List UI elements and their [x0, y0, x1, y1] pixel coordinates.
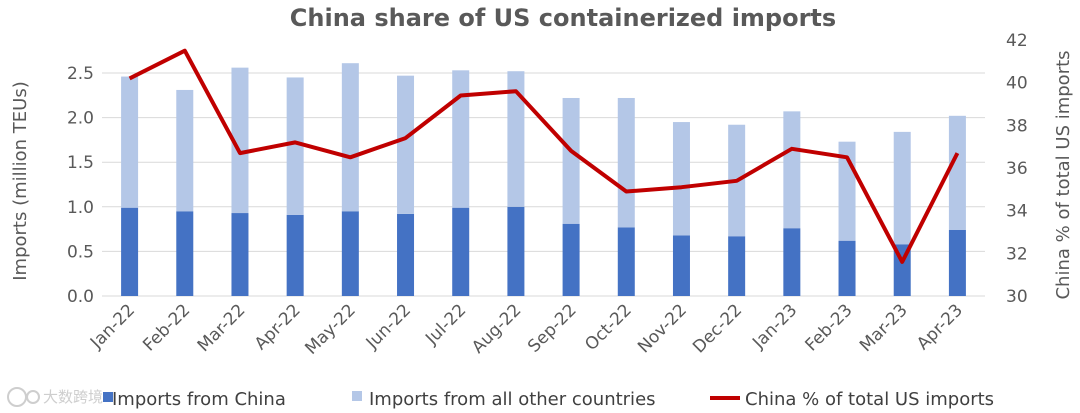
y2-axis-title: China % of total US imports — [1053, 50, 1074, 299]
legend: Imports from China Imports from all othe… — [103, 389, 994, 410]
legend-swatch-china — [103, 392, 113, 402]
bar-other — [286, 77, 304, 215]
bar-other — [452, 70, 470, 208]
bar-other — [783, 111, 801, 229]
bar-china — [783, 228, 801, 296]
bar-china — [176, 211, 194, 296]
line-series — [128, 48, 960, 264]
legend-label-china: Imports from China — [112, 389, 286, 410]
bar-china — [728, 236, 746, 296]
bar-china — [121, 207, 139, 296]
x-tick-label: Jul-22 — [421, 300, 470, 349]
x-tick-label: Apr-23 — [913, 300, 967, 354]
x-tick-label: Nov-22 — [634, 300, 691, 357]
y2-tick-label: 36 — [1006, 159, 1028, 179]
bar-other — [176, 89, 194, 212]
bar-other — [507, 71, 525, 207]
left-axis-ticks: 0.0 0.5 1.0 1.5 2.0 2.5 — [67, 64, 94, 307]
y-tick-label: 1.5 — [67, 153, 94, 173]
gridlines — [102, 72, 985, 297]
bar-china — [672, 235, 690, 296]
bar-other — [893, 131, 911, 245]
bar-china — [341, 211, 359, 296]
bar-china — [231, 213, 249, 296]
bar-other — [397, 75, 415, 214]
x-tick-label: Jun-22 — [362, 300, 415, 353]
x-tick-label: Feb-23 — [802, 300, 857, 355]
x-tick-label: Oct-22 — [581, 300, 636, 355]
watermark-logo-icon-inner — [26, 390, 40, 404]
bar-other — [231, 67, 249, 214]
chart-title: China share of US containerized imports — [290, 4, 836, 32]
bar-china — [617, 227, 635, 296]
legend-label-line: China % of total US imports — [745, 389, 994, 410]
legend-label-other: Imports from all other countries — [369, 389, 656, 410]
x-tick-label: Apr-22 — [251, 300, 305, 354]
x-tick-label: May-22 — [301, 300, 359, 358]
y2-tick-label: 30 — [1006, 287, 1028, 307]
y2-tick-label: 40 — [1006, 74, 1028, 94]
bar-china — [507, 206, 525, 296]
bar-other — [121, 76, 139, 208]
y-tick-label: 0.0 — [67, 287, 94, 307]
bar-other — [948, 115, 966, 230]
y-tick-label: 1.0 — [67, 198, 94, 218]
y-tick-label: 2.5 — [67, 64, 94, 84]
y2-tick-label: 34 — [1006, 202, 1028, 222]
x-tick-label: Feb-22 — [139, 300, 194, 355]
bar-china — [562, 223, 580, 296]
watermark: 大数跨境 — [7, 387, 103, 407]
bars — [121, 63, 966, 296]
y2-tick-label: 32 — [1006, 244, 1028, 264]
x-tick-label: Mar-22 — [194, 300, 250, 356]
legend-swatch-other — [352, 391, 362, 401]
bar-other — [617, 97, 635, 228]
y-tick-label: 0.5 — [67, 242, 94, 262]
line-china-share — [128, 48, 960, 264]
bar-china — [397, 213, 415, 296]
bar-other — [562, 97, 580, 224]
bar-other — [672, 122, 690, 236]
x-tick-label: Jan-22 — [86, 300, 139, 353]
bar-china — [948, 229, 966, 296]
y-tick-label: 2.0 — [67, 109, 94, 129]
watermark-text: 大数跨境 — [43, 388, 103, 406]
y2-tick-label: 38 — [1006, 116, 1028, 136]
bar-china — [286, 214, 304, 296]
x-tick-label: Aug-22 — [468, 300, 525, 357]
right-axis-ticks: 30 32 34 36 38 40 42 — [1006, 31, 1028, 307]
bar-china — [838, 240, 856, 296]
x-tick-label: Mar-23 — [856, 300, 912, 356]
bar-other — [341, 63, 359, 212]
x-tick-label: Jan-23 — [748, 300, 801, 353]
y2-tick-label: 42 — [1006, 31, 1028, 51]
watermark-logo-icon — [7, 387, 27, 407]
y-axis-title: Imports (million TEUs) — [10, 81, 31, 281]
x-tick-label: Dec-22 — [689, 300, 746, 357]
bar-china — [452, 207, 470, 296]
x-tick-label: Sep-22 — [524, 300, 580, 356]
